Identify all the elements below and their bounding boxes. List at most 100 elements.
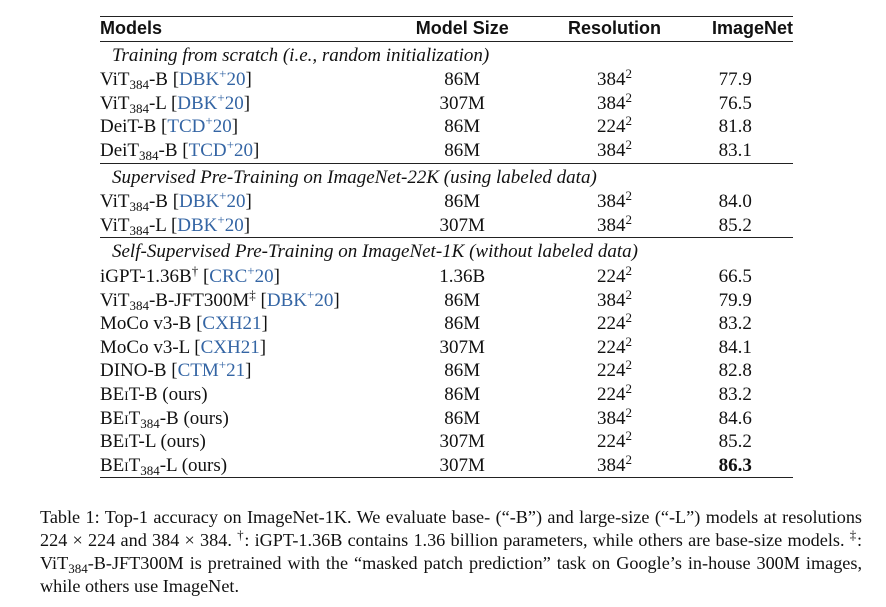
header-resolution: Resolution: [551, 16, 678, 42]
resolution-value: 384: [597, 407, 626, 429]
resolution-cell: 3842: [552, 66, 678, 92]
caption-subscript: 384: [68, 561, 88, 576]
table-body: Training from scratch (i.e., random init…: [100, 40, 793, 479]
model-footnote-mark: †: [191, 262, 199, 278]
resolution-cell: 3842: [551, 451, 678, 479]
imagenet-accuracy-cell: 84.0: [718, 191, 752, 213]
model-name: BE: [100, 407, 125, 429]
resolution-value: 384: [597, 139, 626, 161]
caption-part-2: : iGPT-1.36B contains 1.36 billion param…: [244, 530, 850, 550]
model-name-cell: DINO-B [CTM+21]: [100, 357, 373, 383]
resolution-value: 224: [597, 116, 626, 138]
table-row: DeiT-B [TCD+20] 86M 2242 81.8: [100, 113, 793, 139]
resolution-exponent: 2: [625, 310, 633, 326]
resolution-value: 384: [597, 454, 626, 476]
resolution-cell: 3842: [552, 91, 678, 116]
model-size-cell: 307M: [439, 336, 485, 358]
model-variant: -B: [148, 69, 173, 91]
imagenet-accuracy-cell: 81.8: [718, 116, 752, 138]
model-size-cell: 307M: [439, 214, 485, 236]
model-name-tail: T: [128, 454, 141, 476]
citation-year: 20: [254, 265, 274, 287]
model-variant: -B (ours): [159, 407, 229, 429]
model-size-cell: 307M: [439, 92, 485, 114]
model-name-cell: MoCo v3-L [CXH21]: [100, 336, 373, 360]
resolution-cell: 3842: [552, 286, 678, 313]
citation-year: 20: [226, 191, 246, 213]
citation-plus: +: [219, 66, 227, 82]
model-size-cell: 86M: [444, 383, 481, 405]
resolution-value: 384: [597, 191, 626, 213]
table-row: BEiT384-B (ours) 86M 3842 84.6: [100, 406, 793, 431]
resolution-exponent: 2: [625, 286, 633, 302]
citation-plus: +: [217, 89, 225, 105]
imagenet-accuracy-cell: 77.9: [718, 69, 752, 91]
model-size-cell: 86M: [444, 407, 481, 429]
imagenet-accuracy-cell: 85.2: [718, 214, 752, 236]
citation: [DBK+20]: [170, 89, 251, 114]
citation-year: 21: [226, 360, 246, 382]
imagenet-accuracy-cell: 83.2: [718, 383, 752, 405]
model-name-cell: ViT384-L [DBK+20]: [100, 89, 373, 116]
resolution-value: 224: [597, 265, 626, 287]
caption-part-3a: : ViT: [40, 530, 863, 573]
section-title: Supervised Pre-Training on ImageNet-22K …: [100, 162, 793, 191]
resolution-value: 224: [597, 336, 626, 358]
resolution-cell: 2242: [552, 114, 678, 139]
model-name-smallcaps: i: [124, 407, 129, 429]
resolution-cell: 3842: [552, 211, 678, 238]
model-spacer: [256, 290, 261, 311]
model-name: ViT: [100, 214, 130, 236]
resolution-exponent: 2: [625, 211, 633, 227]
model-footnote-mark: ‡: [249, 286, 256, 302]
imagenet-accuracy-cell: 79.9: [718, 289, 752, 311]
table-row: ViT384-L [DBK+20] 307M 3842 85.2: [100, 211, 793, 238]
imagenet-accuracy-cell: 76.5: [718, 92, 752, 114]
model-name: ViT: [100, 92, 130, 114]
citation-key: CXH21: [202, 313, 262, 335]
model-variant: -B: [148, 191, 173, 213]
resolution-cell: 3842: [552, 189, 678, 214]
resolution-exponent: 2: [625, 136, 633, 152]
citation-key: CXH21: [200, 336, 260, 358]
resolution-exponent: 2: [625, 66, 633, 82]
resolution-value: 384: [597, 289, 626, 311]
resolution-exponent: 2: [625, 380, 633, 396]
citation: [DBK+20]: [260, 286, 340, 311]
caption-double-dagger: ‡: [849, 527, 857, 542]
header-models: Models: [100, 16, 373, 42]
model-name-smallcaps: i: [124, 383, 129, 405]
caption-dagger: †: [237, 527, 245, 542]
citation-year: 20: [212, 116, 232, 138]
citation-year: 20: [314, 289, 334, 311]
resolution-exponent: 2: [625, 333, 633, 349]
model-name: MoCo v3-B: [100, 313, 197, 335]
citation-key: DBK: [179, 191, 220, 213]
model-name: DeiT: [100, 139, 140, 161]
citation: [TCD+20]: [161, 113, 239, 138]
model-resolution-subscript: 384: [140, 415, 160, 431]
table-row: BEiT384-L (ours) 307M 3842 86.3: [100, 451, 793, 479]
model-name-cell: ViT384-L [DBK+20]: [100, 211, 373, 238]
citation-plus: +: [217, 211, 225, 227]
resolution-cell: 2242: [552, 429, 678, 454]
model-name: DINO-B: [100, 360, 172, 382]
table-row: BEiT-L (ours) 307M 2242 85.2: [100, 429, 793, 454]
model-name: DeiT-B: [100, 116, 162, 138]
model-name: iGPT-1.36B: [100, 265, 192, 287]
model-size-cell: 86M: [444, 191, 481, 213]
resolution-cell: 2242: [552, 333, 678, 360]
model-size-cell: 86M: [444, 69, 481, 91]
model-name-cell: BEiT384-B (ours): [100, 407, 373, 431]
results-table: Models Model Size Resolution ImageNet Tr…: [100, 16, 793, 479]
citation-key: DBK: [177, 92, 218, 114]
citation-key: DBK: [266, 289, 307, 311]
resolution-exponent: 2: [625, 451, 633, 467]
resolution-exponent: 2: [625, 262, 633, 278]
model-name-tail: T-B (ours): [128, 383, 208, 405]
citation: [CTM+21]: [171, 357, 252, 382]
model-variant: -L: [148, 92, 171, 114]
imagenet-accuracy-cell: 86.3: [677, 453, 793, 479]
caption-part-3b: -B-JFT300M is pretrained with the “maske…: [40, 553, 862, 596]
imagenet-accuracy-cell: 66.5: [718, 265, 752, 287]
